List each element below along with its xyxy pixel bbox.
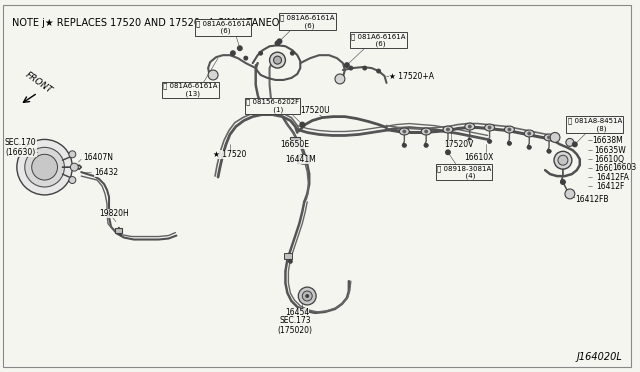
- Circle shape: [445, 141, 451, 146]
- Text: 16603F: 16603F: [595, 164, 623, 173]
- Circle shape: [25, 147, 65, 187]
- Text: Ⓑ 081A8-8451A
      (8): Ⓑ 081A8-8451A (8): [568, 118, 622, 132]
- Circle shape: [560, 179, 566, 185]
- Text: 16610X: 16610X: [464, 153, 493, 162]
- Circle shape: [230, 50, 236, 56]
- Circle shape: [558, 155, 568, 165]
- Ellipse shape: [421, 128, 431, 135]
- Text: Ⓑ 081A6-6161A
  (13): Ⓑ 081A6-6161A (13): [163, 83, 218, 97]
- Text: Ⓑ 081A6-6161A
  (6): Ⓑ 081A6-6161A (6): [351, 33, 406, 47]
- Ellipse shape: [465, 123, 475, 130]
- Circle shape: [527, 131, 531, 135]
- Text: 16610Q: 16610Q: [595, 155, 625, 164]
- Circle shape: [550, 132, 560, 142]
- Bar: [284, 253, 292, 259]
- Circle shape: [305, 294, 309, 298]
- Circle shape: [402, 143, 407, 148]
- Bar: [291, 137, 300, 144]
- Text: ★ 17520: ★ 17520: [213, 150, 246, 159]
- Bar: [298, 155, 309, 163]
- Circle shape: [17, 140, 72, 195]
- Circle shape: [508, 128, 511, 131]
- Circle shape: [258, 51, 263, 56]
- Circle shape: [298, 154, 308, 164]
- Circle shape: [276, 38, 282, 44]
- Text: Ⓑ 08918-3081A
      (4): Ⓑ 08918-3081A (4): [436, 165, 491, 179]
- Circle shape: [424, 143, 429, 148]
- Text: FRONT: FRONT: [24, 70, 54, 95]
- Circle shape: [290, 51, 295, 56]
- Text: 16454: 16454: [285, 308, 310, 317]
- Circle shape: [243, 56, 248, 61]
- Circle shape: [565, 189, 575, 199]
- Text: Ⓑ 08156-6202F
     (1): Ⓑ 08156-6202F (1): [246, 99, 299, 113]
- Text: 16650E: 16650E: [280, 140, 310, 149]
- Circle shape: [403, 129, 406, 134]
- Circle shape: [32, 154, 58, 180]
- Text: 16603: 16603: [612, 163, 637, 171]
- Circle shape: [208, 70, 218, 80]
- Circle shape: [269, 52, 285, 68]
- Circle shape: [547, 149, 552, 154]
- Circle shape: [362, 65, 367, 71]
- Circle shape: [468, 125, 472, 128]
- Circle shape: [288, 259, 293, 264]
- Text: 16412FB: 16412FB: [575, 195, 609, 204]
- Circle shape: [467, 138, 472, 143]
- Text: SEC.173
(175020): SEC.173 (175020): [278, 316, 313, 336]
- Text: 16638M: 16638M: [593, 136, 623, 145]
- Circle shape: [547, 135, 551, 140]
- Ellipse shape: [524, 130, 534, 137]
- Circle shape: [344, 62, 350, 68]
- Ellipse shape: [504, 126, 515, 133]
- Text: 16412F: 16412F: [596, 182, 625, 190]
- Circle shape: [487, 139, 492, 144]
- Circle shape: [424, 129, 428, 134]
- Circle shape: [273, 56, 282, 64]
- Circle shape: [69, 151, 76, 158]
- Text: Ⓑ 081A6-6161A
  (6): Ⓑ 081A6-6161A (6): [196, 20, 250, 35]
- Circle shape: [376, 68, 381, 74]
- Circle shape: [572, 141, 578, 147]
- Text: 17520V: 17520V: [444, 140, 474, 149]
- Text: 16432: 16432: [94, 168, 118, 177]
- Text: 17520U: 17520U: [300, 106, 330, 115]
- Circle shape: [302, 291, 312, 301]
- Circle shape: [507, 141, 512, 146]
- Text: 16441M: 16441M: [285, 155, 316, 164]
- Circle shape: [446, 128, 450, 131]
- Text: J164020L: J164020L: [577, 352, 622, 362]
- Text: 16407N: 16407N: [83, 153, 113, 162]
- Circle shape: [488, 125, 492, 129]
- Circle shape: [554, 151, 572, 169]
- Bar: [115, 228, 122, 233]
- Circle shape: [566, 138, 574, 146]
- Text: 16635W: 16635W: [595, 146, 627, 155]
- Text: 19820H: 19820H: [99, 209, 129, 218]
- Text: NOTE j★ REPLACES 17520 AND 17520+A SIMULTANEOUSLY.: NOTE j★ REPLACES 17520 AND 17520+A SIMUL…: [12, 17, 303, 28]
- Text: SEC.170
(16630): SEC.170 (16630): [5, 138, 36, 157]
- Circle shape: [300, 122, 305, 128]
- Text: ★ 17520+A: ★ 17520+A: [388, 71, 433, 80]
- Circle shape: [348, 65, 353, 71]
- Circle shape: [70, 163, 78, 171]
- Ellipse shape: [443, 126, 453, 133]
- Text: 16412FA: 16412FA: [596, 173, 630, 182]
- Ellipse shape: [544, 134, 554, 141]
- Circle shape: [527, 145, 532, 150]
- Circle shape: [445, 149, 451, 155]
- Circle shape: [335, 74, 345, 84]
- Circle shape: [275, 40, 280, 46]
- Circle shape: [237, 45, 243, 51]
- Text: Ⓑ 081A6-6161A
  (6): Ⓑ 081A6-6161A (6): [280, 15, 335, 29]
- Ellipse shape: [399, 128, 410, 135]
- Circle shape: [298, 287, 316, 305]
- Circle shape: [69, 177, 76, 183]
- Ellipse shape: [484, 124, 495, 131]
